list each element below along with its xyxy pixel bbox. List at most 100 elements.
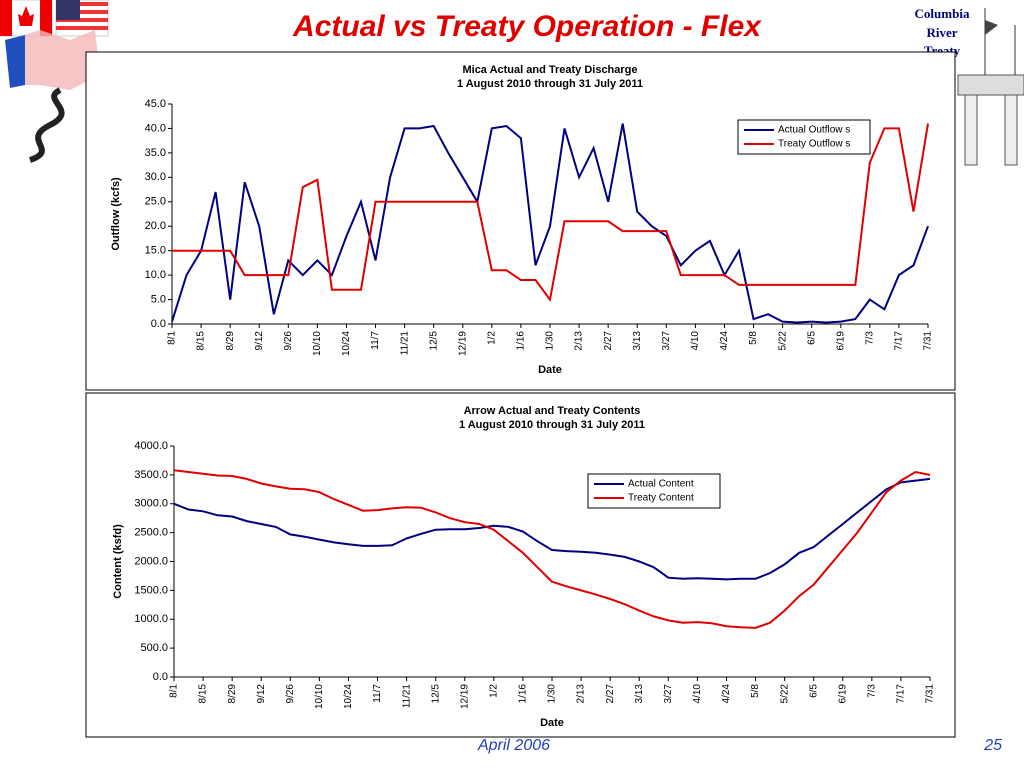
y-tick-label: 2000.0: [134, 555, 168, 567]
y-tick-label: 1000.0: [134, 613, 168, 625]
y-tick-label: 500.0: [140, 642, 168, 654]
y-tick-label: 10.0: [145, 269, 166, 281]
x-tick-label: 3/13: [634, 684, 645, 704]
y-tick-label: 2500.0: [134, 527, 168, 539]
flags-logo: [0, 0, 109, 163]
x-tick-label: 4/24: [719, 331, 730, 351]
x-tick-label: 7/3: [864, 331, 875, 345]
x-tick-label: 8/29: [227, 684, 238, 704]
x-tick-label: 2/27: [603, 331, 614, 351]
x-tick-label: 12/19: [459, 684, 470, 709]
chart-frame: [85, 51, 956, 391]
y-tick-label: 45.0: [145, 98, 166, 110]
x-tick-label: 2/13: [574, 331, 585, 351]
x-tick-label: 4/10: [690, 331, 701, 351]
x-tick-label: 7/17: [896, 684, 907, 704]
x-tick-label: 6/19: [835, 331, 846, 351]
x-tick-label: 8/15: [196, 331, 207, 351]
x-tick-label: 9/12: [254, 331, 265, 351]
y-tick-label: 0.0: [153, 671, 168, 683]
y-tick-label: 30.0: [145, 171, 166, 183]
x-tick-label: 9/26: [283, 331, 294, 351]
chart-subtitle: 1 August 2010 through 31 July 2011: [459, 419, 645, 431]
x-tick-label: 5/8: [750, 684, 761, 698]
page-number: 25: [983, 737, 1002, 754]
data-line: [172, 123, 929, 303]
x-tick-label: 12/5: [428, 331, 439, 351]
x-tick-label: 6/19: [837, 684, 848, 704]
x-tick-label: 11/7: [372, 684, 383, 703]
x-tick-label: 5/22: [777, 331, 788, 351]
x-tick-label: 8/1: [169, 684, 180, 698]
logo-text: Columbia: [915, 6, 970, 21]
x-tick-label: 2/27: [605, 684, 616, 704]
x-tick-label: 5/8: [748, 331, 759, 345]
x-tick-label: 7/17: [894, 331, 905, 351]
x-tick-label: 7/31: [925, 684, 936, 704]
logo-text: River: [926, 25, 957, 40]
x-tick-label: 4/10: [692, 684, 703, 704]
y-tick-label: 4000.0: [134, 440, 168, 452]
y-tick-label: 15.0: [145, 245, 166, 257]
legend-label: Treaty Outflow s: [778, 139, 850, 150]
data-line: [173, 477, 931, 581]
y-tick-label: 0.0: [151, 318, 166, 330]
x-tick-label: 7/31: [923, 331, 934, 351]
x-tick-label: 1/16: [516, 331, 527, 351]
x-tick-label: 9/26: [285, 684, 296, 704]
x-tick-label: 5/22: [779, 684, 790, 704]
x-tick-label: 3/27: [661, 331, 672, 351]
x-tick-label: 1/2: [488, 684, 499, 698]
x-tick-label: 11/7: [370, 331, 381, 350]
data-line: [171, 123, 929, 324]
x-tick-label: 7/3: [866, 684, 877, 698]
x-tick-label: 11/21: [401, 684, 412, 709]
slide-title: Actual vs Treaty Operation - Flex: [292, 10, 762, 43]
y-tick-label: 20.0: [145, 220, 166, 232]
y-tick-label: 1500.0: [134, 584, 168, 596]
x-axis-label: Date: [540, 717, 564, 729]
y-tick-label: 25.0: [145, 196, 166, 208]
y-tick-label: 40.0: [145, 122, 166, 134]
legend-box: [587, 473, 721, 509]
x-tick-label: 6/5: [806, 331, 817, 345]
x-tick-label: 2/13: [576, 684, 587, 704]
y-tick-label: 3000.0: [134, 498, 168, 510]
chart-subtitle: 1 August 2010 through 31 July 2011: [457, 78, 643, 90]
chart-title: Arrow Actual and Treaty Contents: [464, 405, 641, 417]
y-axis-label: Outflow (kcfs): [110, 177, 122, 251]
x-tick-label: 3/13: [632, 331, 643, 351]
footer-date: April 2006: [477, 737, 550, 754]
y-tick-label: 5.0: [151, 293, 166, 305]
x-tick-label: 8/29: [225, 331, 236, 351]
x-tick-label: 3/27: [663, 684, 674, 704]
x-tick-label: 1/2: [486, 331, 497, 345]
x-tick-label: 9/12: [256, 684, 267, 704]
x-tick-label: 12/5: [430, 684, 441, 704]
x-axis-label: Date: [538, 364, 562, 376]
dam-logo: [957, 8, 1024, 166]
x-tick-label: 10/24: [343, 684, 354, 709]
x-tick-label: 6/5: [808, 684, 819, 698]
chart-title: Mica Actual and Treaty Discharge: [462, 64, 637, 76]
x-tick-label: 8/1: [167, 331, 178, 345]
y-tick-label: 35.0: [145, 147, 166, 159]
x-tick-label: 1/30: [545, 331, 556, 351]
legend-box: [737, 119, 871, 155]
data-line: [173, 469, 931, 629]
x-tick-label: 10/10: [314, 684, 325, 709]
legend-label: Actual Outflow s: [778, 125, 850, 136]
y-tick-label: 3500.0: [134, 469, 168, 481]
x-tick-label: 11/21: [399, 331, 410, 356]
legend-label: Treaty Content: [628, 493, 694, 504]
x-tick-label: 10/10: [312, 331, 323, 356]
x-tick-label: 1/30: [547, 684, 558, 704]
x-tick-label: 8/15: [198, 684, 209, 704]
x-tick-label: 10/24: [341, 331, 352, 356]
y-axis-label: Content (ksfd): [112, 524, 124, 599]
chart-frame: [85, 392, 956, 738]
x-tick-label: 1/16: [518, 684, 529, 704]
legend-label: Actual Content: [628, 479, 694, 490]
x-tick-label: 4/24: [721, 684, 732, 704]
